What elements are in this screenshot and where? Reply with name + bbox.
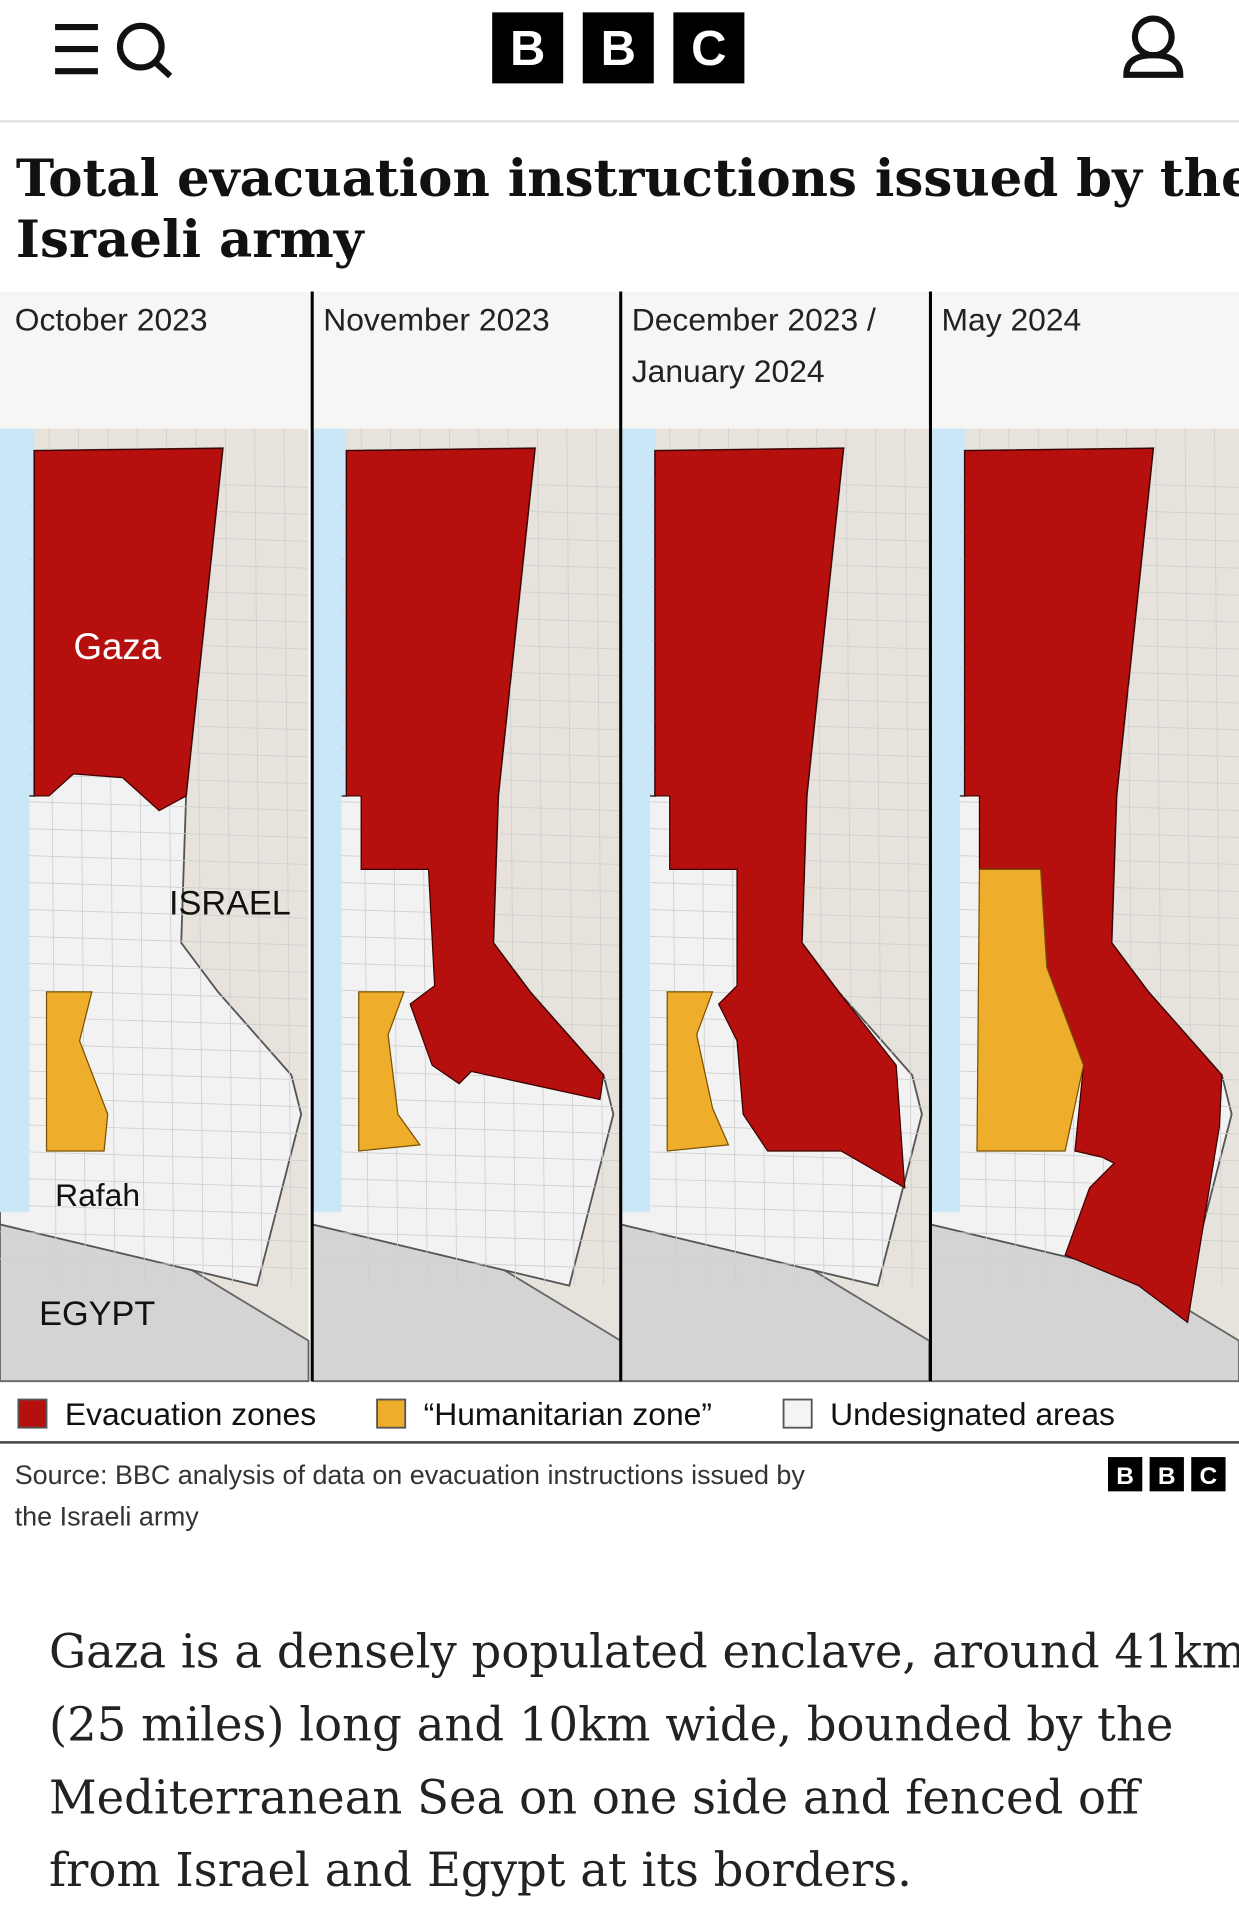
street [224,428,234,1286]
article-paragraph: from Israel and Egypt at its borders. [49,1843,912,1897]
sea-edge [312,428,342,1213]
logo-box [673,12,745,84]
street [312,1204,621,1216]
logo-box [582,12,654,84]
map-label: EGYPT [39,1295,155,1333]
panel-label: December 2023 / [632,302,876,338]
humanitarian-zone [45,991,109,1152]
panel-label: May 2024 [941,302,1081,338]
account-icon [1131,15,1175,59]
humanitarian-zone [358,991,422,1152]
street [1214,428,1223,1286]
logo-letter: B [601,22,636,76]
evacuation-zone [345,447,605,1101]
map-panel [0,428,310,1383]
evacuation-zone [654,447,906,1189]
street [0,908,309,919]
article-paragraph: Mediterranean Sea on one side and fenced… [49,1770,1142,1824]
street [312,1177,621,1189]
logo-letter: C [691,22,726,76]
legend-label: Undesignated areas [830,1396,1115,1432]
sea-edge [620,428,651,1213]
logo-letter: C [1200,1463,1218,1490]
graphic-title: Israeli army [16,210,366,270]
panel-label: January 2024 [632,353,825,389]
street [0,1150,309,1162]
street [283,428,292,1286]
legend-swatch [376,1398,407,1429]
map-panel [619,428,931,1383]
street [620,1177,930,1189]
street [537,428,546,1286]
street [0,1204,309,1216]
source-note: Source: BBC analysis of data on evacuati… [15,1460,806,1490]
logo-box [1107,1457,1143,1492]
street [0,1177,309,1189]
street [0,854,309,865]
logo-box [492,12,564,84]
street [0,935,309,946]
street [0,962,309,973]
street [0,1258,309,1269]
logo-letter: B [1116,1463,1134,1490]
map-label: Gaza [73,626,161,667]
legend-swatch [17,1398,48,1429]
panel-label: November 2023 [323,302,549,338]
street [904,428,913,1286]
panel-label: October 2023 [15,302,208,338]
account-icon [1123,52,1184,78]
sea-edge [0,428,30,1213]
street [620,1204,930,1216]
article-paragraph: (25 miles) long and 10km wide, bounded b… [49,1697,1173,1751]
street [254,428,263,1286]
street [0,881,309,892]
street [312,1231,621,1243]
logo-letter: B [510,22,545,76]
humanitarian-zone [976,868,1085,1152]
street [312,1150,621,1162]
street [595,428,605,1286]
menu-button[interactable] [55,24,98,75]
evacuation-zone [33,447,224,812]
legend-swatch [782,1398,813,1429]
account-button[interactable] [1123,15,1184,78]
logo-box [1149,1457,1184,1492]
street [566,428,575,1286]
map-label: ISRAEL [169,885,291,923]
search-icon [116,22,165,71]
graphic-title: Total evacuation instructions issued by … [16,149,1239,209]
humanitarian-zone [666,991,730,1152]
street [312,1258,621,1269]
text-layer: Total evacuation instructions issued by … [15,149,1239,1897]
street [0,988,309,1000]
search-icon [153,60,173,79]
sea-edge [930,428,960,1213]
street [620,1231,930,1243]
source-note: the Israeli army [15,1502,200,1532]
map-panel [929,428,1239,1383]
legend-label: Evacuation zones [65,1396,316,1432]
logo-letter: B [1158,1463,1176,1490]
map-panel [311,428,622,1383]
logo-box [1191,1457,1226,1492]
article-paragraph: Gaza is a densely populated enclave, aro… [49,1625,1239,1679]
street [0,827,309,838]
map-label: Rafah [55,1177,140,1213]
legend-label: “Humanitarian zone” [424,1396,712,1432]
street [0,1231,309,1243]
search-button[interactable] [116,22,173,79]
street [620,1258,930,1269]
